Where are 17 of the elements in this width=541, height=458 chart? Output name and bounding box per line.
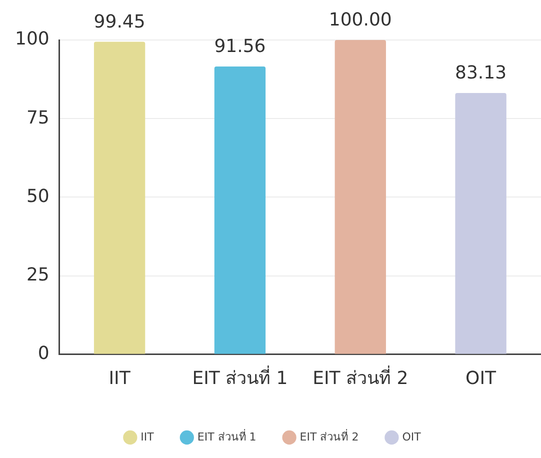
- x-tick-label: IIT: [108, 368, 132, 389]
- legend-label: OIT: [402, 430, 422, 444]
- y-tick-label: 75: [26, 107, 50, 128]
- legend-label: EIT ส่วนที่ 2: [300, 428, 359, 444]
- legend-label: IIT: [140, 430, 154, 444]
- data-label: 91.56: [214, 36, 266, 58]
- x-tick-label: OIT: [466, 368, 498, 389]
- x-tick-label: EIT ส่วนที่ 1: [192, 364, 288, 389]
- y-tick-label: 25: [26, 264, 50, 286]
- x-tick-label: EIT ส่วนที่ 2: [312, 364, 408, 389]
- data-label: 83.13: [455, 62, 507, 84]
- y-tick-label: 0: [38, 343, 50, 364]
- y-tick-label: 50: [26, 186, 50, 207]
- legend-label: EIT ส่วนที่ 1: [197, 428, 256, 444]
- data-label: 100.00: [328, 10, 392, 31]
- data-label: 99.45: [94, 11, 146, 32]
- y-tick-label: 100: [14, 28, 50, 50]
